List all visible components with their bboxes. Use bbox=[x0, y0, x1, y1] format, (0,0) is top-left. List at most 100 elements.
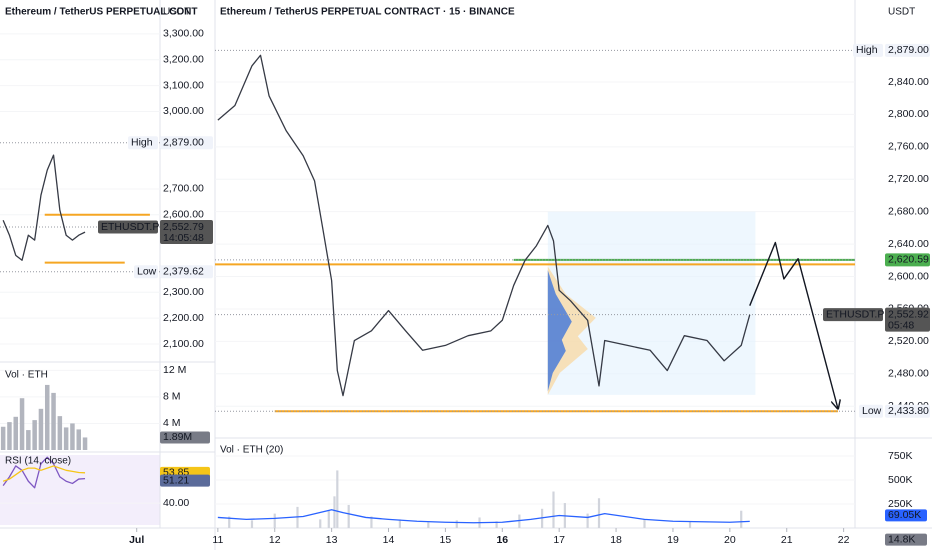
level-sublabel: 05:48 bbox=[888, 319, 914, 331]
volume-bar bbox=[518, 514, 521, 528]
volume-ma-line bbox=[217, 509, 750, 524]
volume-bar bbox=[82, 437, 88, 450]
y-tick-label: 3,100.00 bbox=[163, 79, 204, 91]
y-tick-label: 3,200.00 bbox=[163, 54, 204, 66]
y-tick-label: 12 M bbox=[163, 364, 186, 376]
x-tick-label: Jul bbox=[129, 534, 144, 546]
volume-bar bbox=[370, 516, 373, 528]
level-value-box bbox=[160, 265, 213, 279]
x-tick-label: 21 bbox=[781, 534, 793, 546]
level-name-box bbox=[823, 308, 883, 322]
projection-line bbox=[749, 241, 838, 408]
x-tick-label: 16 bbox=[496, 534, 508, 546]
y-tick-label: 40.00 bbox=[163, 497, 189, 509]
last-value-box bbox=[160, 474, 210, 487]
last-value-box bbox=[160, 431, 210, 444]
range-box bbox=[547, 211, 756, 395]
x-tick-label: 20 bbox=[724, 534, 736, 546]
y-tick-label: 2,200.00 bbox=[163, 312, 204, 324]
volume-bar bbox=[586, 513, 589, 528]
volume-bar bbox=[327, 510, 330, 528]
last-value: 1.89M bbox=[163, 431, 192, 443]
volume-bar bbox=[32, 420, 37, 450]
volume-bar bbox=[76, 429, 81, 450]
price-line bbox=[2, 154, 86, 261]
volume-bar bbox=[455, 520, 458, 528]
level-value: 2,879.00 bbox=[163, 136, 204, 148]
plot-area bbox=[0, 33, 160, 504]
volume-bar bbox=[228, 516, 231, 528]
x-tick-label: 19 bbox=[667, 534, 679, 546]
pane-title: Vol · ETH (20) bbox=[220, 445, 283, 456]
level-value-box bbox=[160, 219, 213, 244]
chart-layer: Ethereum / TetherUS PERPETUAL CONTUSDT3,… bbox=[0, 7, 930, 546]
volume-bar bbox=[347, 504, 350, 528]
level-name-box bbox=[853, 43, 883, 57]
level-name: ETHUSDT.P bbox=[101, 221, 159, 233]
level-name: ETHUSDT.P bbox=[826, 308, 884, 320]
y-tick-label: 250K bbox=[888, 498, 913, 510]
level-value-box bbox=[885, 253, 930, 267]
y-tick-label: 500K bbox=[888, 474, 913, 486]
volume-bar bbox=[26, 430, 31, 450]
y-tick-label: 2,840.00 bbox=[888, 76, 929, 88]
axis-unit: USDT bbox=[163, 7, 190, 18]
level-name-box bbox=[128, 136, 158, 150]
volume-bar bbox=[643, 519, 646, 528]
price-line bbox=[217, 54, 751, 397]
level-name-box bbox=[98, 220, 158, 234]
level-name-box bbox=[134, 265, 158, 279]
y-tick-label: 2,700.00 bbox=[163, 183, 204, 195]
level-value: 2,879.00 bbox=[888, 44, 929, 56]
level-value: 2,433.80 bbox=[888, 405, 929, 417]
last-value: 14.8K bbox=[888, 533, 915, 545]
volume-bar bbox=[63, 427, 69, 450]
volume-bar bbox=[38, 408, 44, 450]
volume-bar bbox=[495, 521, 498, 528]
axis-unit: USDT bbox=[888, 7, 915, 18]
level-value-box bbox=[160, 136, 213, 150]
volume-bar bbox=[597, 498, 601, 528]
level-value: 2,379.62 bbox=[163, 266, 204, 278]
level-value-box bbox=[885, 404, 930, 418]
volume-bar bbox=[51, 392, 56, 450]
volume-bar bbox=[13, 416, 18, 450]
x-tick-label: 13 bbox=[326, 534, 338, 546]
volume-bar bbox=[336, 470, 339, 528]
x-tick-label: 11 bbox=[212, 534, 223, 546]
volume-bar bbox=[7, 422, 12, 450]
x-tick-label: 18 bbox=[610, 534, 622, 546]
level-value-box bbox=[885, 307, 930, 332]
y-tick-label: 4 M bbox=[163, 417, 181, 429]
level-name: Low bbox=[862, 405, 882, 417]
y-tick-label: 2,600.00 bbox=[163, 209, 204, 221]
volume-profile bbox=[547, 270, 572, 392]
volume-bar bbox=[250, 520, 254, 528]
volume-bar bbox=[19, 398, 25, 450]
volume-bar bbox=[273, 513, 276, 528]
y-tick-label: 2,480.00 bbox=[888, 368, 929, 380]
x-tick-label: 12 bbox=[269, 534, 281, 546]
level-value: 2,620.59 bbox=[888, 254, 929, 266]
y-tick-label: 2,720.00 bbox=[888, 173, 929, 185]
y-tick-label: 2,680.00 bbox=[888, 205, 929, 217]
level-sublabel: 14:05:48 bbox=[163, 232, 204, 244]
level-value-box bbox=[885, 43, 930, 57]
level-value: 2,552.92 bbox=[888, 308, 929, 320]
volume-bar bbox=[319, 519, 322, 528]
volume-profile bbox=[547, 266, 596, 395]
y-tick-label: 3,000.00 bbox=[163, 105, 204, 117]
volume-bar bbox=[44, 384, 50, 450]
volume-bar bbox=[740, 510, 743, 528]
rsi-line bbox=[2, 456, 86, 489]
volume-bar bbox=[333, 496, 336, 528]
volume-bar bbox=[552, 491, 555, 528]
x-tick-label: 17 bbox=[553, 534, 565, 546]
y-tick-label: 2,800.00 bbox=[888, 108, 929, 120]
y-tick-label: 750K bbox=[888, 450, 913, 462]
level-name: Low bbox=[137, 266, 157, 278]
plot-area bbox=[215, 49, 855, 528]
y-tick-label: 2,600.00 bbox=[888, 270, 929, 282]
volume-bar bbox=[57, 416, 63, 450]
